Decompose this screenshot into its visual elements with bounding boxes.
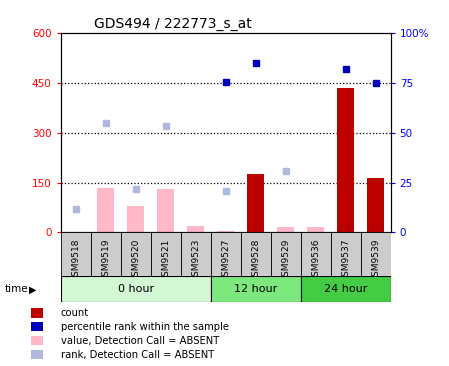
- Text: GDS494 / 222773_s_at: GDS494 / 222773_s_at: [93, 16, 251, 30]
- Text: rank, Detection Call = ABSENT: rank, Detection Call = ABSENT: [61, 350, 214, 360]
- Text: GSM9523: GSM9523: [191, 239, 200, 283]
- Bar: [247, 174, 264, 232]
- Text: count: count: [61, 308, 89, 318]
- Bar: [211, 276, 301, 302]
- Bar: [301, 276, 391, 302]
- Bar: [61, 276, 211, 302]
- Text: value, Detection Call = ABSENT: value, Detection Call = ABSENT: [61, 336, 219, 346]
- Bar: [91, 232, 121, 276]
- Text: GSM9528: GSM9528: [251, 239, 260, 283]
- Text: GSM9539: GSM9539: [371, 239, 380, 283]
- Text: ▶: ▶: [29, 285, 37, 295]
- Text: GSM9529: GSM9529: [281, 239, 290, 283]
- Text: GSM9521: GSM9521: [161, 239, 170, 283]
- Text: GSM9519: GSM9519: [101, 239, 110, 283]
- Text: 24 hour: 24 hour: [324, 284, 367, 294]
- Bar: [157, 189, 174, 232]
- Bar: [128, 206, 144, 232]
- Bar: [361, 232, 391, 276]
- Bar: [367, 178, 384, 232]
- Text: 12 hour: 12 hour: [234, 284, 277, 294]
- Bar: [187, 226, 204, 232]
- Bar: [337, 88, 354, 232]
- Text: GSM9537: GSM9537: [341, 239, 350, 283]
- Text: percentile rank within the sample: percentile rank within the sample: [61, 322, 229, 332]
- Bar: [150, 232, 180, 276]
- Bar: [97, 187, 114, 232]
- Bar: [211, 232, 241, 276]
- Text: GSM9536: GSM9536: [311, 239, 320, 283]
- Bar: [61, 232, 91, 276]
- Text: GSM9520: GSM9520: [131, 239, 140, 283]
- Bar: [271, 232, 301, 276]
- Bar: [217, 231, 234, 232]
- Text: GSM9527: GSM9527: [221, 239, 230, 283]
- Bar: [301, 232, 330, 276]
- Text: time: time: [4, 284, 28, 294]
- Bar: [330, 232, 361, 276]
- Bar: [180, 232, 211, 276]
- Bar: [241, 232, 271, 276]
- Text: GSM9518: GSM9518: [71, 239, 80, 283]
- Bar: [308, 227, 324, 232]
- Text: 0 hour: 0 hour: [118, 284, 154, 294]
- Bar: [277, 227, 294, 232]
- Bar: [121, 232, 150, 276]
